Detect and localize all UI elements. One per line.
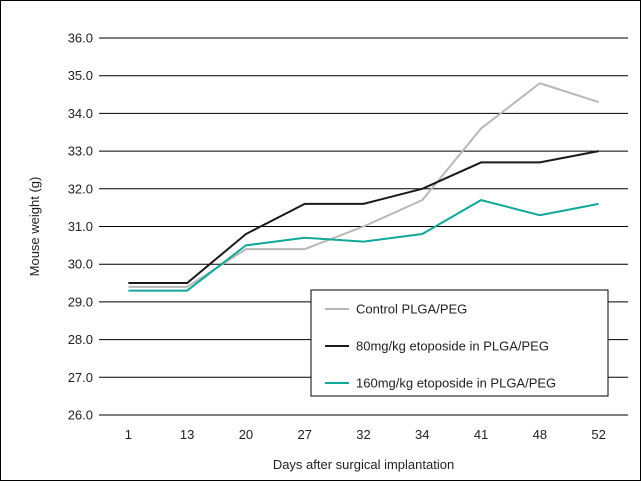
legend-label: Control PLGA/PEG [356,302,467,317]
y-tick-label: 33.0 [68,144,93,159]
x-tick-label: 48 [533,427,547,442]
legend-label: 160mg/kg etoposide in PLGA/PEG [356,376,556,391]
x-tick-labels: 1 13 20 27 32 34 41 48 52 [125,427,606,442]
series-line-3 [128,200,598,290]
x-tick-label: 13 [180,427,194,442]
legend-label: 80mg/kg etoposide in PLGA/PEG [356,339,549,354]
x-tick-label: 34 [415,427,429,442]
y-axis-title: Mouse weight (g) [27,177,42,277]
y-tick-label: 26.0 [68,408,93,423]
y-tick-label: 36.0 [68,31,93,46]
x-tick-label: 27 [297,427,311,442]
x-tick-label: 52 [591,427,605,442]
y-tick-label: 31.0 [68,219,93,234]
x-tick-label: 20 [239,427,253,442]
y-tick-label: 34.0 [68,106,93,121]
y-tick-label: 27.0 [68,370,93,385]
y-tick-label: 29.0 [68,294,93,309]
legend: Control PLGA/PEG 80mg/kg etoposide in PLG… [311,290,608,396]
x-tick-label: 41 [474,427,488,442]
y-tick-label: 32.0 [68,181,93,196]
series-line-2 [128,151,598,283]
y-tick-labels: 26.0 27.0 28.0 29.0 30.0 31.0 32.0 33.0 34.0 35.0… [68,31,93,423]
series-lines [128,83,598,290]
x-tick-label: 32 [356,427,370,442]
x-tick-label: 1 [125,427,132,442]
x-axis-title: Days after surgical implantation [273,457,454,472]
y-tick-label: 30.0 [68,257,93,272]
y-tick-label: 28.0 [68,332,93,347]
y-tick-label: 35.0 [68,68,93,83]
